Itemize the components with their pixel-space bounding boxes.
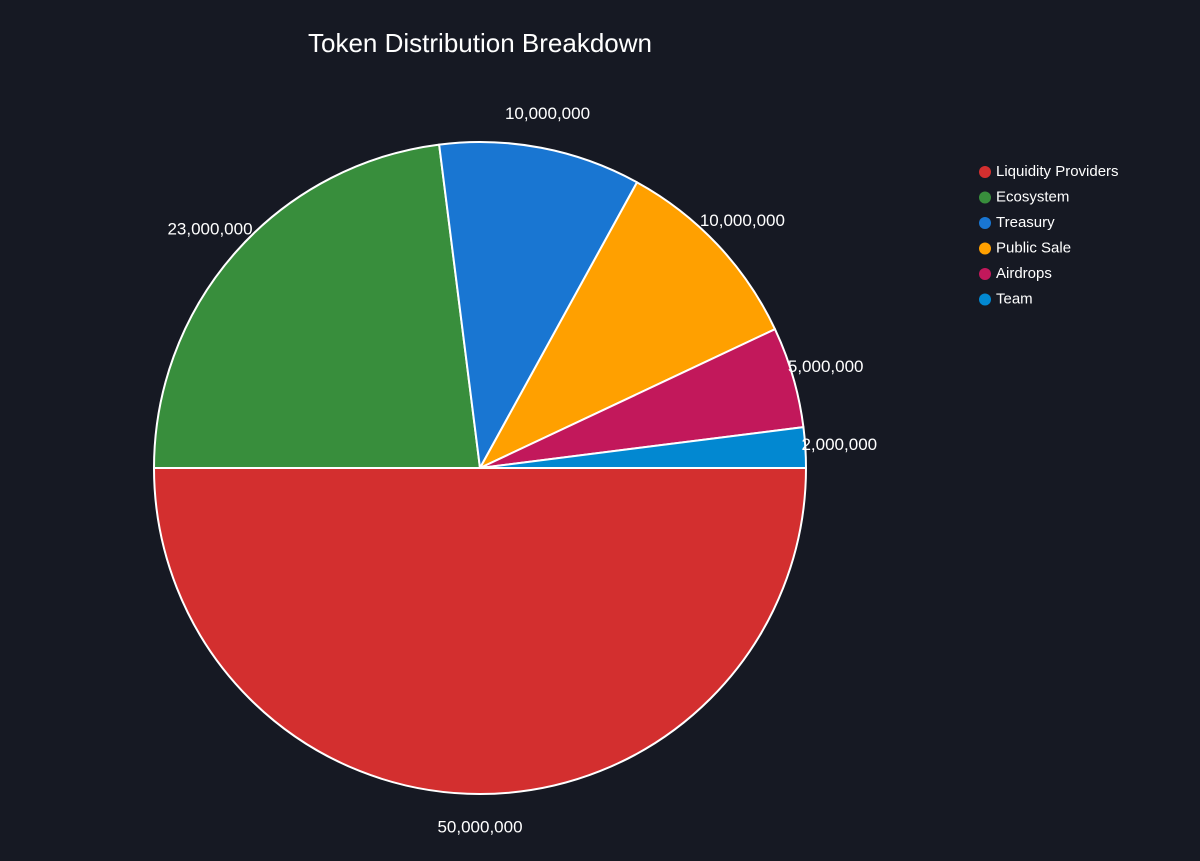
legend-label-airdrops: Airdrops <box>996 265 1052 282</box>
chart-title: Token Distribution Breakdown <box>308 28 652 58</box>
pie-slice-public-sale[interactable] <box>479 181 776 469</box>
legend-item-team[interactable]: Team <box>979 290 1033 307</box>
slice-label-public-sale: 10,000,000 <box>700 211 785 230</box>
slice-label-ecosystem: 23,000,000 <box>167 219 252 238</box>
legend-item-treasury[interactable]: Treasury <box>979 214 1055 231</box>
legend-marker-ecosystem <box>979 191 991 204</box>
legend-label-ecosystem: Ecosystem <box>996 188 1069 205</box>
pie-slice-ecosystem[interactable] <box>153 143 481 469</box>
legend-label-public-sale: Public Sale <box>996 239 1071 256</box>
legend-label-treasury: Treasury <box>996 214 1055 231</box>
legend-label-team: Team <box>996 290 1033 307</box>
legend-item-ecosystem[interactable]: Ecosystem <box>979 188 1069 205</box>
slice-label-team: 2,000,000 <box>801 435 877 454</box>
slice-labels: 50,000,000 23,000,000 10,000,000 10,000,000… <box>167 104 877 837</box>
legend-item-liquidity-providers[interactable]: Liquidity Providers <box>979 163 1119 180</box>
legend-marker-team <box>979 293 991 306</box>
legend: Liquidity Providers Ecosystem Treasury Publ… <box>979 163 1119 307</box>
slice-label-liquidity-providers: 50,000,000 <box>437 817 522 836</box>
legend-marker-treasury <box>979 217 991 229</box>
legend-item-public-sale[interactable]: Public Sale <box>979 239 1071 256</box>
legend-item-airdrops[interactable]: Airdrops <box>979 265 1052 282</box>
slice-label-airdrops: 5,000,000 <box>788 357 864 376</box>
slice-label-treasury: 10,000,000 <box>505 104 590 123</box>
legend-marker-airdrops <box>979 268 991 280</box>
legend-label-liquidity-providers: Liquidity Providers <box>996 163 1119 180</box>
pie-slice-liquidity-providers[interactable] <box>153 467 807 795</box>
legend-marker-public-sale <box>979 242 991 255</box>
pie-slice-team[interactable] <box>479 426 807 469</box>
pie-slices <box>153 141 807 795</box>
legend-marker-liquidity-providers <box>979 166 991 178</box>
pie-slice-treasury[interactable] <box>438 141 639 469</box>
